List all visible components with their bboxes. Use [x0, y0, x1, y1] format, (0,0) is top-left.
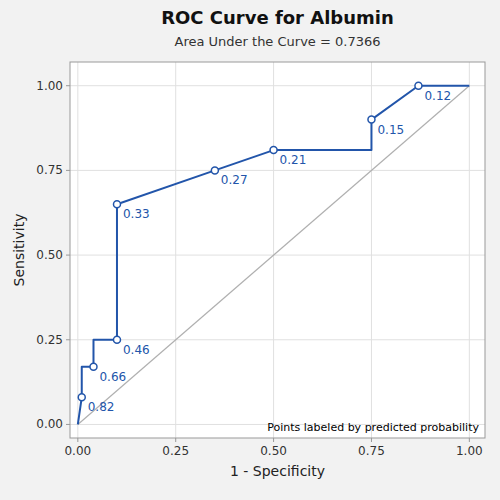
point-label: 0.15	[377, 123, 404, 137]
point-label: 0.46	[123, 343, 150, 357]
grid-line	[70, 255, 485, 256]
marks	[78, 82, 470, 424]
page: {"chart_data": { "type": "line", "title"…	[0, 0, 500, 500]
point	[113, 336, 120, 343]
grid-line	[175, 62, 176, 438]
point	[368, 116, 375, 123]
point-label: 0.33	[123, 207, 150, 221]
y-axis-label: Sensitivity	[11, 214, 27, 287]
point	[78, 394, 85, 401]
point	[211, 167, 218, 174]
y-tick-label: 0.25	[36, 333, 63, 347]
point-label: 0.66	[99, 370, 126, 384]
x-tick-label: 0.75	[358, 444, 385, 458]
point-label: 0.27	[221, 173, 248, 187]
roc-curve	[78, 86, 470, 425]
y-tick	[66, 255, 70, 256]
title: ROC Curve for Albumin	[161, 7, 394, 28]
y-tick-label: 0.50	[36, 248, 63, 262]
grid-line	[77, 62, 78, 438]
plot-frame	[70, 62, 485, 438]
point-label: 0.82	[88, 400, 115, 414]
grid	[70, 62, 485, 438]
y-tick	[66, 424, 70, 425]
axes: 0.00 0.25 0.50 0.75 1.00 0.00 0.25 0.50 0.75 1.00	[36, 79, 482, 458]
point-label: 0.12	[424, 89, 451, 103]
x-tick	[175, 438, 176, 442]
x-tick	[77, 438, 78, 442]
grid-line	[70, 339, 485, 340]
annotation: Points labeled by predicted probability	[267, 421, 479, 434]
point-labels: 0.82 0.66 0.46 0.33 0.27 0.21 0.15 0.12	[88, 89, 451, 415]
point	[113, 201, 120, 208]
y-tick-label: 1.00	[36, 79, 63, 93]
point	[415, 82, 422, 89]
y-tick	[66, 339, 70, 340]
x-axis-label: 1 - Specificity	[230, 463, 325, 479]
grid-line	[469, 62, 470, 438]
point	[90, 363, 97, 370]
reference-line	[78, 86, 470, 425]
grid-line	[273, 62, 274, 438]
x-tick-label: 0.50	[260, 444, 287, 458]
x-tick-label: 0.25	[162, 444, 189, 458]
point-label: 0.21	[280, 153, 307, 167]
chart: 0.00 0.25 0.50 0.75 1.00 0.00 0.25 0.50 0.75 1.00…	[0, 0, 500, 500]
y-tick	[66, 85, 70, 86]
grid-line	[70, 170, 485, 171]
y-tick	[66, 170, 70, 171]
x-tick	[273, 438, 274, 442]
x-tick	[371, 438, 372, 442]
x-tick-label: 1.00	[456, 444, 483, 458]
x-tick	[469, 438, 470, 442]
y-tick-label: 0.00	[36, 417, 63, 431]
plot-background	[70, 62, 485, 438]
point	[270, 147, 277, 154]
subtitle: Area Under the Curve = 0.7366	[175, 34, 381, 49]
x-tick-label: 0.00	[64, 444, 91, 458]
y-tick-label: 0.75	[36, 163, 63, 177]
